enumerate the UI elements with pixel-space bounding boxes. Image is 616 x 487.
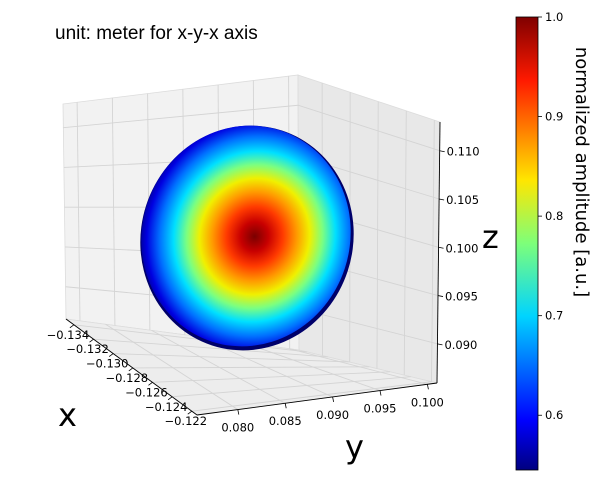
- z-tick: [437, 343, 443, 346]
- x-tick: [108, 353, 114, 357]
- z-axis-line: [436, 121, 441, 384]
- colorbar-label: normalized amplitude [a.u.]: [571, 47, 592, 297]
- x-tick-label: −0.126: [125, 385, 168, 399]
- y-tick: [237, 409, 240, 415]
- x-tick-label: −0.124: [145, 400, 188, 414]
- z-tick-label: 0.110: [447, 145, 480, 159]
- x-tick: [167, 396, 173, 401]
- y-tick-label: 0.085: [269, 414, 302, 428]
- colorbar-tick-label: 0.7: [545, 309, 563, 323]
- z-tick-label: 0.100: [446, 241, 479, 255]
- z-tick-label: 0.095: [445, 290, 478, 304]
- x-tick-labels: −0.134−0.132−0.130−0.128−0.126−0.124−0.1…: [47, 324, 207, 428]
- x-tick-label: −0.132: [66, 342, 109, 356]
- x-tick: [148, 382, 153, 386]
- z-tick: [438, 246, 444, 249]
- x-tick: [187, 410, 192, 415]
- y-tick: [379, 390, 382, 396]
- y-tick-label: 0.100: [411, 395, 444, 409]
- y-tick-labels: 0.080 0.085 0.090 0.095 0.100: [221, 384, 444, 435]
- x-tick-label: −0.122: [164, 414, 207, 428]
- colorbar-tick-label: 1.0: [545, 10, 563, 24]
- chart-title: unit: meter for x-y-x axis: [55, 23, 258, 44]
- y-tick: [427, 384, 429, 390]
- disk-surface: [141, 125, 351, 347]
- y-tick-label: 0.095: [364, 402, 397, 416]
- y-tick-label: 0.080: [221, 421, 254, 435]
- x-tick: [89, 338, 94, 343]
- colorbar-gradient: [515, 16, 539, 471]
- z-axis-label: z: [482, 218, 499, 256]
- z-tick: [437, 295, 444, 297]
- z-tick-label: 0.090: [444, 338, 477, 352]
- z-tick: [439, 150, 445, 153]
- colorbar-tick-label: 0.6: [545, 408, 563, 422]
- y-axis-line: [196, 382, 438, 416]
- x-axis-label: x: [58, 396, 77, 434]
- z-tick-labels: 0.090 0.095 0.100 0.105 0.110: [437, 145, 480, 352]
- colorbar-tick-label: 0.8: [545, 209, 563, 223]
- colorbar-tick-label: 0.9: [545, 110, 563, 124]
- z-tick: [439, 198, 445, 201]
- y-tick-label: 0.090: [316, 408, 349, 422]
- y-tick: [332, 396, 334, 402]
- x-tick-label: −0.130: [86, 357, 129, 371]
- colorbar: 0.6 0.7 0.8 0.9 1.0 normalized amplitude [a.…: [515, 10, 592, 471]
- x-tick-label: −0.128: [106, 371, 149, 385]
- x-tick: [128, 367, 134, 372]
- axis-lines: [65, 121, 441, 416]
- y-axis-label: y: [345, 428, 364, 466]
- x-tick: [69, 324, 75, 329]
- y-tick: [284, 403, 287, 409]
- amplitude-disk: [140, 125, 354, 351]
- colorbar-ticks: 0.6 0.7 0.8 0.9 1.0: [538, 10, 563, 422]
- x-axis-line: [65, 318, 198, 416]
- x-tick-label: −0.134: [47, 328, 90, 342]
- z-tick-label: 0.105: [446, 193, 479, 207]
